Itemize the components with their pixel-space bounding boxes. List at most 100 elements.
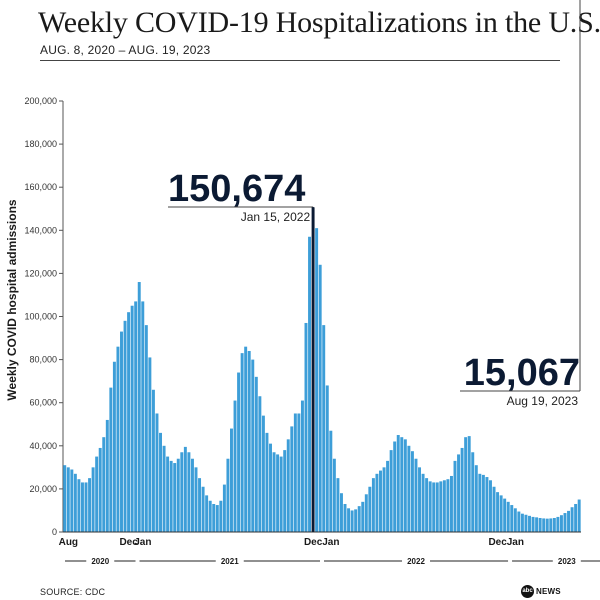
bar bbox=[63, 465, 67, 532]
bar bbox=[396, 435, 400, 532]
bar bbox=[134, 301, 138, 532]
bar bbox=[499, 495, 503, 532]
bar bbox=[439, 481, 443, 532]
bar bbox=[361, 501, 365, 532]
bar bbox=[293, 413, 297, 532]
bar bbox=[105, 419, 109, 532]
bar bbox=[549, 518, 553, 532]
bar bbox=[407, 445, 411, 532]
bar bbox=[290, 426, 294, 532]
bar bbox=[492, 486, 496, 532]
bar bbox=[144, 325, 148, 532]
bar bbox=[357, 506, 361, 532]
bar bbox=[215, 505, 219, 532]
bar bbox=[98, 447, 102, 532]
y-tick-label: 120,000 bbox=[24, 268, 57, 278]
bar bbox=[389, 450, 393, 532]
bar bbox=[577, 499, 581, 532]
bar bbox=[368, 486, 372, 532]
bar bbox=[261, 415, 265, 532]
bar bbox=[130, 305, 134, 532]
bar bbox=[258, 396, 262, 532]
bar bbox=[226, 458, 230, 532]
bar bbox=[460, 447, 464, 532]
bar bbox=[485, 477, 489, 532]
bar bbox=[403, 439, 407, 532]
bar bbox=[304, 322, 308, 532]
bar bbox=[510, 505, 514, 532]
bar bbox=[563, 513, 567, 532]
y-tick-label: 180,000 bbox=[24, 139, 57, 149]
bar bbox=[254, 376, 258, 532]
y-axis: 0 20,000 40,000 60,000 80,000 100,000 120,000 1… bbox=[24, 96, 64, 537]
bar bbox=[77, 479, 81, 532]
bar bbox=[112, 361, 116, 532]
x-tick-label: Jan bbox=[134, 537, 151, 548]
bar bbox=[513, 508, 517, 532]
bar bbox=[464, 437, 468, 532]
chart-title: Weekly COVID-19 Hospitalizations in the … bbox=[38, 6, 600, 39]
bar bbox=[339, 493, 343, 532]
bar bbox=[169, 460, 173, 532]
bar bbox=[251, 359, 255, 532]
source-note: SOURCE: CDC bbox=[40, 587, 106, 597]
bar bbox=[552, 517, 556, 532]
y-tick-label: 60,000 bbox=[29, 398, 57, 408]
y-tick-label: 100,000 bbox=[24, 312, 57, 322]
peak-value-label: 150,674 bbox=[168, 168, 305, 210]
latest-value-label: 15,067 bbox=[464, 352, 580, 394]
bar bbox=[283, 450, 287, 532]
y-tick-label: 160,000 bbox=[24, 182, 57, 192]
bar bbox=[116, 346, 120, 532]
bar bbox=[166, 456, 170, 532]
bar bbox=[80, 482, 84, 532]
bar bbox=[88, 478, 92, 533]
bar bbox=[198, 478, 202, 533]
bar bbox=[237, 372, 241, 532]
bar bbox=[421, 473, 425, 532]
year-label: 2022 bbox=[407, 557, 425, 566]
bar bbox=[531, 516, 535, 532]
bar bbox=[230, 428, 233, 532]
bar bbox=[187, 452, 191, 532]
bar bbox=[471, 452, 475, 532]
bar bbox=[524, 514, 528, 532]
y-tick-label: 80,000 bbox=[29, 355, 57, 365]
bar bbox=[428, 481, 432, 532]
bar bbox=[322, 325, 326, 532]
bar bbox=[173, 463, 177, 532]
bar bbox=[70, 469, 74, 532]
bar bbox=[276, 454, 280, 532]
bar bbox=[272, 452, 276, 532]
bar bbox=[91, 467, 95, 532]
year-label: 2020 bbox=[91, 557, 109, 566]
bar bbox=[517, 511, 521, 532]
bar bbox=[481, 474, 485, 532]
bar bbox=[190, 458, 194, 532]
bar bbox=[159, 432, 162, 532]
bar bbox=[393, 441, 397, 532]
bar bbox=[449, 475, 453, 532]
bar bbox=[559, 515, 563, 532]
bar bbox=[240, 353, 244, 532]
x-tick-label: Aug bbox=[59, 537, 78, 548]
bar bbox=[400, 437, 404, 532]
bar bbox=[556, 516, 560, 532]
bar bbox=[212, 503, 216, 532]
bar bbox=[73, 473, 77, 532]
x-tick-label: Dec bbox=[304, 537, 323, 548]
bar bbox=[325, 385, 329, 532]
bar bbox=[84, 482, 88, 532]
bar bbox=[155, 413, 159, 532]
bar bbox=[379, 470, 382, 532]
y-tick-label: 20,000 bbox=[29, 484, 57, 494]
bar bbox=[538, 517, 542, 532]
bar bbox=[148, 357, 152, 532]
peak-date-label: Jan 15, 2022 bbox=[241, 210, 311, 224]
bar bbox=[528, 515, 531, 532]
x-tick-label: Dec bbox=[488, 537, 507, 548]
bar bbox=[467, 436, 471, 532]
bar bbox=[446, 479, 450, 532]
